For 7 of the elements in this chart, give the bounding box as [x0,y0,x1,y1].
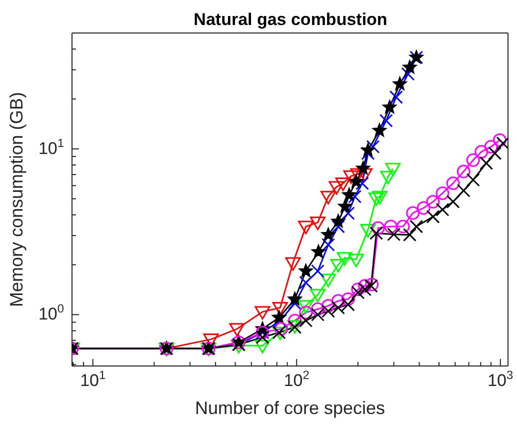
y-axis-title: Memory consumption (GB) [6,92,26,308]
y-tick-label: 10$^{0}$ [38,302,64,324]
x-tick-label: 10$^{2}$ [284,368,310,390]
x-axis-title: Number of core species [194,398,386,418]
x-tick-label: 10$^{3}$ [488,368,514,390]
x-tick-label: 10$^{1}$ [80,368,106,390]
chart-title: Natural gas combustion [192,10,388,30]
